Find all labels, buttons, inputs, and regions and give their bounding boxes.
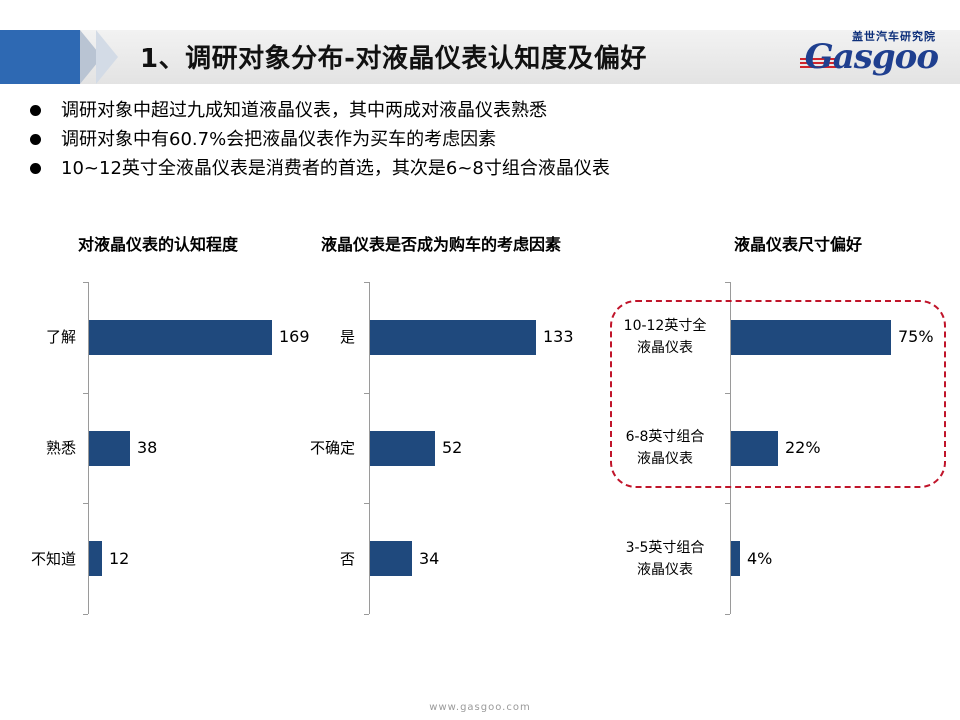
category-label-line: 液晶仪表 — [637, 340, 693, 356]
bullet-item: 10~12英寸全液晶仪表是消费者的首选，其次是6~8寸组合液晶仪表 — [30, 154, 610, 183]
data-label: 38 — [137, 438, 158, 457]
category-label: 熟悉 — [45, 439, 76, 457]
header-accent-tab — [0, 30, 80, 84]
chart-bar — [731, 320, 891, 355]
bullet-item: 调研对象中有60.7%会把液晶仪表作为买车的考虑因素 — [30, 125, 610, 154]
axis-tick — [83, 614, 88, 615]
category-label: 10-12英寸全 液晶仪表 — [605, 315, 725, 359]
bullet-dot-icon — [30, 105, 41, 116]
axis-tick — [364, 282, 369, 283]
data-label: 4% — [747, 549, 773, 568]
chart-title-purchase-factor: 液晶仪表是否成为购车的考虑因素 — [321, 235, 562, 254]
category-label-line: 6-8英寸组合 — [625, 429, 705, 445]
chart-axis — [730, 282, 731, 614]
chart-bar — [89, 431, 130, 466]
category-label: 不确定 — [309, 439, 355, 457]
logo-chinese-text: 盖世汽车研究院 — [852, 30, 936, 43]
data-label: 12 — [109, 549, 130, 568]
category-label: 否 — [339, 550, 355, 568]
data-label: 52 — [442, 438, 463, 457]
category-label-line: 3-5英寸组合 — [625, 540, 705, 556]
chevron-decoration-icon — [96, 30, 118, 84]
axis-tick — [725, 614, 730, 615]
chart-title-size-preference: 液晶仪表尺寸偏好 — [734, 235, 863, 254]
chart-title-awareness: 对液晶仪表的认知程度 — [78, 235, 239, 254]
axis-tick — [83, 282, 88, 283]
chart-bar — [731, 541, 740, 576]
bullet-text: 调研对象中超过九成知道液晶仪表，其中两成对液晶仪表熟悉 — [61, 100, 547, 121]
axis-tick — [83, 503, 88, 504]
data-label: 34 — [419, 549, 440, 568]
category-label: 不知道 — [30, 550, 76, 568]
category-label-line: 10-12英寸全 — [623, 318, 707, 334]
chart-bar — [370, 320, 536, 355]
category-label: 3-5英寸组合 液晶仪表 — [605, 537, 725, 581]
axis-tick — [83, 393, 88, 394]
chart-bar — [370, 431, 435, 466]
bullet-dot-icon — [30, 134, 41, 145]
chart-axis — [88, 282, 89, 614]
chart-axis — [369, 282, 370, 614]
data-label: 169 — [279, 327, 310, 346]
axis-tick — [364, 503, 369, 504]
category-label-line: 液晶仪表 — [637, 562, 693, 578]
axis-tick — [364, 393, 369, 394]
category-label: 了解 — [45, 328, 76, 346]
category-label: 6-8英寸组合 液晶仪表 — [605, 426, 725, 470]
logo-wordmark: Gasgoo — [804, 37, 939, 77]
chart-bar — [370, 541, 412, 576]
highlight-dashed-box — [610, 300, 946, 488]
chart-bar — [89, 320, 272, 355]
data-label: 22% — [785, 438, 821, 457]
summary-bullets: 调研对象中超过九成知道液晶仪表，其中两成对液晶仪表熟悉 调研对象中有60.7%会… — [30, 96, 610, 183]
gasgoo-logo: 盖世汽车研究院 Gasgoo — [796, 28, 946, 82]
bullet-dot-icon — [30, 163, 41, 174]
bullet-item: 调研对象中超过九成知道液晶仪表，其中两成对液晶仪表熟悉 — [30, 96, 610, 125]
header-band — [0, 30, 960, 84]
axis-tick — [725, 282, 730, 283]
data-label: 133 — [543, 327, 574, 346]
footer-url: www.gasgoo.com — [429, 702, 531, 713]
data-label: 75% — [898, 327, 934, 346]
axis-tick — [364, 614, 369, 615]
logo-stripes-icon — [800, 58, 836, 72]
chart-bar — [89, 541, 102, 576]
category-label: 是 — [339, 328, 355, 346]
axis-tick — [725, 393, 730, 394]
axis-tick — [725, 503, 730, 504]
chart-bar — [731, 431, 778, 466]
bullet-text: 调研对象中有60.7%会把液晶仪表作为买车的考虑因素 — [61, 129, 497, 150]
bullet-text: 10~12英寸全液晶仪表是消费者的首选，其次是6~8寸组合液晶仪表 — [61, 158, 610, 179]
slide-title: 1、调研对象分布-对液晶仪表认知度及偏好 — [140, 44, 647, 74]
category-label-line: 液晶仪表 — [637, 451, 693, 467]
